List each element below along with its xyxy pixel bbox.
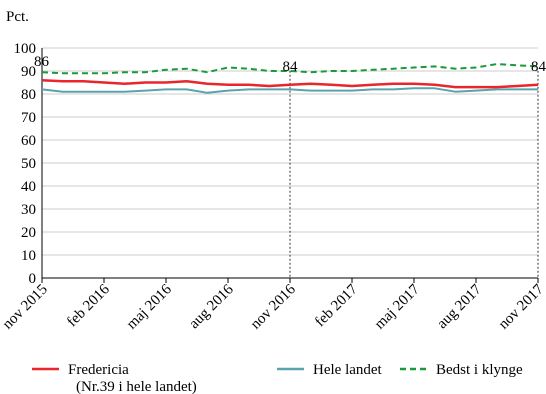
y-tick-labels: 0 10 20 30 40 50 60 70 80 90 100	[14, 41, 37, 287]
y-tick-label: 40	[21, 179, 36, 195]
x-tick-labels: nov 2015 feb 2016 maj 2016 aug 2016 nov 2016…	[0, 281, 546, 332]
x-tick-label: nov 2016	[248, 281, 299, 332]
series-line-bedst	[41, 63, 539, 75]
y-tick-label: 60	[21, 133, 36, 149]
legend-label-hele: Hele landet	[313, 362, 383, 378]
y-tick-label: 10	[21, 248, 36, 264]
x-tick-label: feb 2016	[64, 281, 113, 330]
data-label: 84	[531, 59, 546, 75]
x-tick-label: maj 2017	[372, 281, 423, 332]
y-tick-label: 20	[21, 225, 36, 241]
y-tick-label: 70	[21, 110, 36, 126]
x-tick-label: aug 2016	[186, 281, 237, 332]
vertical-marker-lines	[41, 66, 539, 278]
x-tick-label: nov 2017	[496, 281, 546, 332]
series-line-fredericia	[41, 78, 539, 89]
legend-label-fredericia: Fredericia	[68, 362, 129, 378]
data-labels: 86 84 84	[34, 54, 546, 75]
x-tick-label: aug 2017	[434, 281, 485, 332]
y-tick-label: 0	[29, 271, 37, 287]
series-lines	[41, 63, 539, 94]
y-tick-label: 30	[21, 202, 36, 218]
x-tick-label: feb 2017	[312, 281, 361, 330]
data-label: 84	[283, 59, 299, 75]
legend-label-bedst: Bedst i klynge	[436, 362, 523, 378]
x-tick-label: maj 2016	[124, 281, 175, 332]
x-tick-label: nov 2015	[0, 282, 51, 333]
series-line-hele	[41, 87, 538, 94]
axes	[41, 48, 539, 283]
legend: Fredericia(Nr.39 i hele landet) Hele land…	[32, 362, 523, 394]
legend-note-fredericia: (Nr.39 i hele landet)	[76, 379, 197, 394]
y-tick-label: 90	[21, 64, 36, 80]
y-tick-label: 100	[14, 41, 37, 57]
data-label: 86	[34, 54, 50, 70]
y-axis-title: Pct.	[6, 9, 29, 25]
y-tick-label: 80	[21, 87, 36, 103]
y-tick-label: 50	[21, 156, 36, 172]
